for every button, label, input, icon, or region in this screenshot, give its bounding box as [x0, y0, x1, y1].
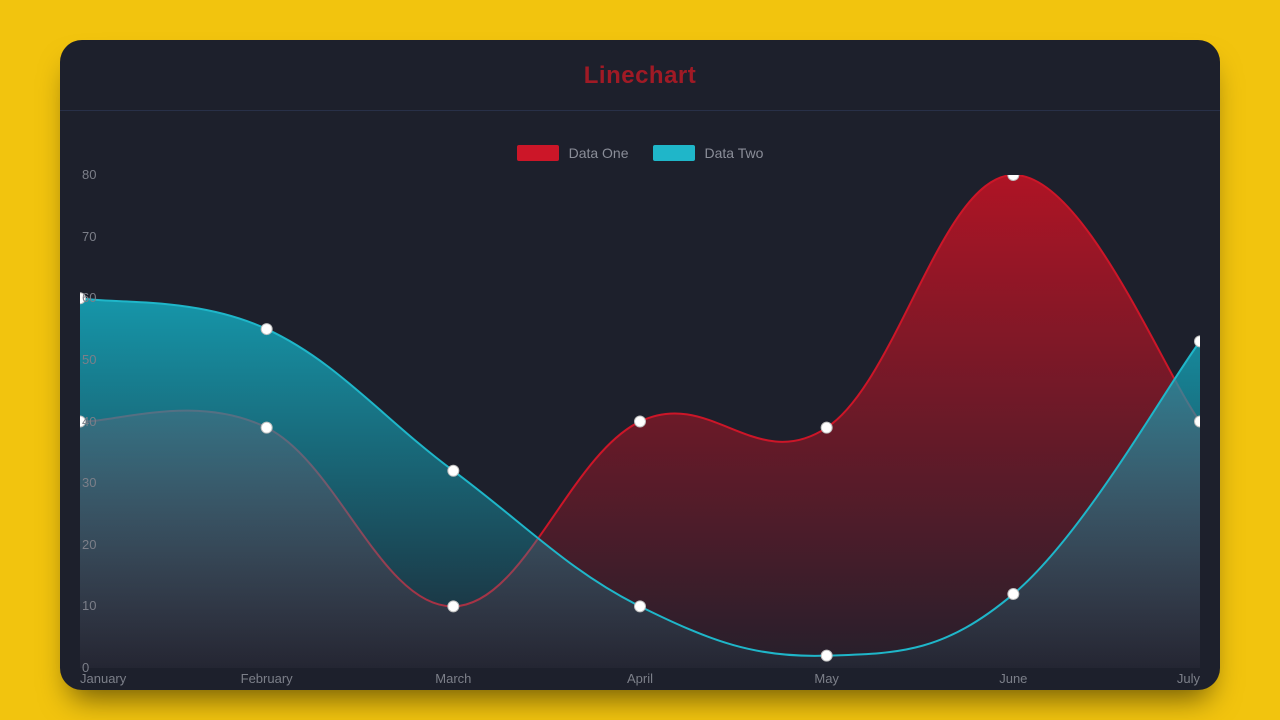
legend-label-data-two: Data Two: [705, 145, 764, 161]
chart-divider: [60, 110, 1220, 111]
data-point[interactable]: [1008, 589, 1019, 600]
chart-plot-area: 01020304050607080JanuaryFebruaryMarchApr…: [80, 175, 1200, 668]
y-axis-tick: 50: [82, 352, 96, 367]
y-axis-tick: 30: [82, 475, 96, 490]
y-axis-tick: 10: [82, 598, 96, 613]
data-point[interactable]: [1195, 336, 1201, 347]
chart-card: Linechart Data One Data Two 010203040506…: [60, 40, 1220, 690]
x-axis-tick: May: [814, 671, 839, 686]
chart-legend: Data One Data Two: [60, 145, 1220, 161]
data-point[interactable]: [635, 416, 646, 427]
data-point[interactable]: [821, 422, 832, 433]
legend-swatch-data-two: [653, 145, 695, 161]
legend-item-data-one[interactable]: Data One: [517, 145, 629, 161]
data-point[interactable]: [448, 601, 459, 612]
y-axis-tick: 80: [82, 167, 96, 182]
data-point[interactable]: [261, 324, 272, 335]
chart-svg: [80, 175, 1200, 668]
y-axis-tick: 20: [82, 537, 96, 552]
y-axis-tick: 70: [82, 229, 96, 244]
legend-label-data-one: Data One: [569, 145, 629, 161]
x-axis-tick: February: [241, 671, 293, 686]
data-point[interactable]: [448, 465, 459, 476]
x-axis-tick: January: [80, 671, 126, 686]
x-axis-tick: March: [435, 671, 471, 686]
x-axis-tick: June: [999, 671, 1027, 686]
y-axis-tick: 40: [82, 414, 96, 429]
legend-swatch-data-one: [517, 145, 559, 161]
data-point[interactable]: [821, 650, 832, 661]
data-point[interactable]: [635, 601, 646, 612]
x-axis-tick: April: [627, 671, 653, 686]
y-axis-tick: 60: [82, 290, 96, 305]
x-axis-tick: July: [1177, 671, 1200, 686]
chart-title: Linechart: [60, 62, 1220, 90]
legend-item-data-two[interactable]: Data Two: [653, 145, 764, 161]
data-point[interactable]: [261, 422, 272, 433]
page-background: Linechart Data One Data Two 010203040506…: [0, 0, 1280, 720]
